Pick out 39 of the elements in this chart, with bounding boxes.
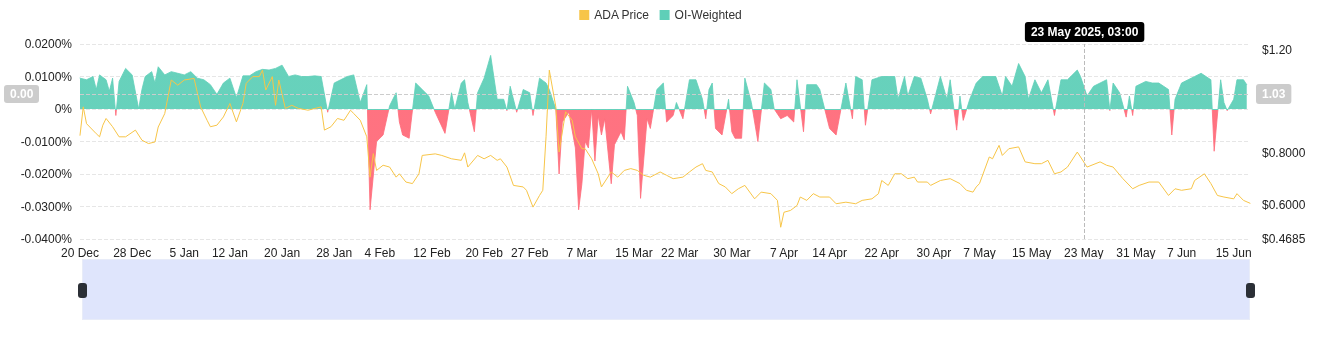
x-tick-label: 15 Mar xyxy=(615,246,653,260)
y-tick-label: -0.0300% xyxy=(20,199,73,214)
y-tick-label: -0.0200% xyxy=(20,167,73,181)
y-tick-label: -0.0100% xyxy=(20,134,73,149)
x-tick-label: 30 Mar xyxy=(713,246,751,260)
x-tick-label: 7 Apr xyxy=(769,246,798,260)
x-tick-label: 7 Mar xyxy=(566,246,598,260)
x-tick-label: 23 May xyxy=(1064,246,1104,260)
y-tick-label: 0.0200% xyxy=(24,37,73,51)
x-tick-label: 20 Jan xyxy=(264,246,301,260)
y-tick-label: -0.0400% xyxy=(20,232,73,246)
x-tick-label: 7 Jun xyxy=(1166,246,1197,260)
y-tick-label: 0.0100% xyxy=(24,69,73,84)
y-tick-label: 0% xyxy=(54,102,73,116)
x-tick-label: 22 Apr xyxy=(864,246,900,260)
x-tick-label: 27 Feb xyxy=(511,246,549,260)
y2-tick-label: $0.4685 xyxy=(1262,232,1306,246)
line-series xyxy=(79,69,1251,228)
x-tick-label: 30 Apr xyxy=(916,246,952,260)
x-tick-label: 14 Apr xyxy=(812,246,847,260)
x-tick-label: 7 May xyxy=(963,246,996,260)
x-tick-label: 20 Dec xyxy=(60,246,100,260)
y2-tick-label: $0.6000 xyxy=(1262,198,1306,213)
x-tick-label: 12 Feb xyxy=(413,246,451,260)
y2-tick-label: $0.8000 xyxy=(1262,146,1306,161)
x-tick-label: 31 May xyxy=(1116,246,1156,260)
x-tick-label: 4 Feb xyxy=(364,246,396,260)
x-tick-label: 15 May xyxy=(1011,246,1052,260)
x-tick-label: 5 Jan xyxy=(169,246,199,260)
ref-line-label: 23 May 2025, 03:00 xyxy=(1030,25,1139,39)
x-tick-label: 12 Jan xyxy=(211,246,248,260)
x-tick-label: 22 Mar xyxy=(660,246,699,260)
x-tick-label: 20 Feb xyxy=(465,246,504,260)
legend-label: OI-Weighted xyxy=(674,8,742,22)
legend-label: ADA Price xyxy=(594,8,650,22)
x-tick-label: 15 Jun xyxy=(1215,246,1252,260)
x-tick-label: 28 Dec xyxy=(113,246,152,260)
y2-tick-label: $1.20 xyxy=(1262,43,1293,58)
x-tick-label: 28 Jan xyxy=(316,246,353,260)
